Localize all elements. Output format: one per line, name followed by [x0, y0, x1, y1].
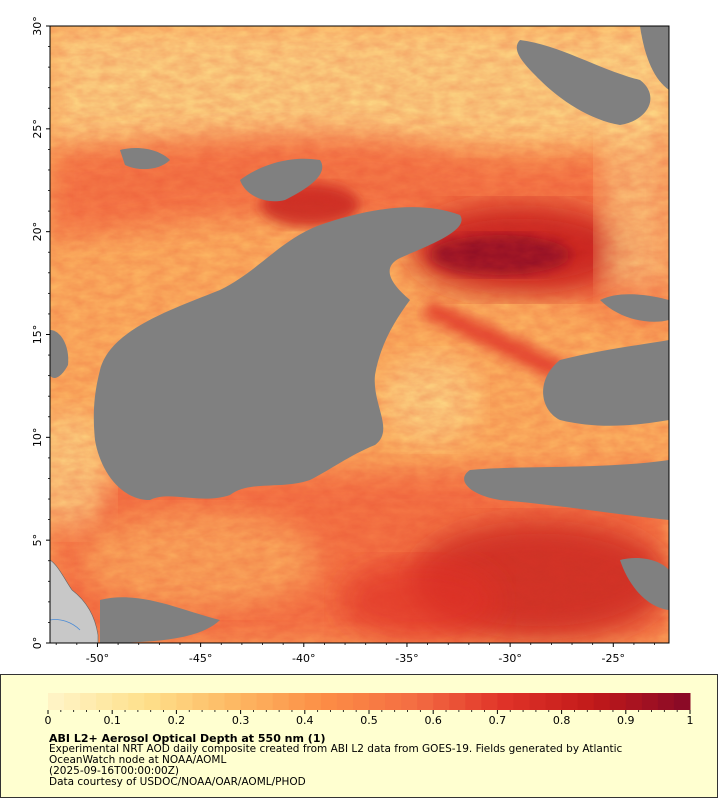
colorbar-tick-label: 0.5: [360, 714, 378, 727]
colorbar-cell: [352, 693, 370, 710]
colorbar-cell: [369, 693, 386, 710]
lat-tick-label: 15°: [31, 325, 44, 345]
colorbar-ticks: 0 0.1 0.2 0.3 0.4 0.5 0.6 0.7 0.8 0.9 1: [45, 710, 694, 727]
legend-panel: 0 0.1 0.2 0.3 0.4 0.5 0.6 0.7 0.8 0.9 1 ABI L2+ Ae…: [0, 674, 718, 798]
caption-line-1: Experimental NRT AOD daily composite cre…: [49, 743, 623, 755]
land-mass: [50, 559, 99, 643]
caption-credit: Data courtesy of USDOC/NOAA/OAR/AOML/PHO…: [49, 776, 306, 788]
lat-tick-label: 0°: [31, 637, 44, 650]
colorbar-tick-label: 0.9: [617, 714, 635, 727]
colorbar-cell: [545, 693, 563, 710]
colorbar-cell: [625, 693, 643, 710]
lon-tick-label: -45°: [189, 652, 212, 665]
colorbar-cell: [160, 693, 177, 710]
colorbar-cell: [256, 693, 274, 710]
map-canvas: 0° 5° 10° 15° 20° 25° 30° -50° -45° -40° -35° -30°…: [31, 16, 670, 665]
colorbar-cell: [577, 693, 595, 710]
colorbar-cell: [112, 693, 129, 710]
colorbar-tick-label: 0.2: [168, 714, 186, 727]
lat-tick-label: 30°: [31, 16, 44, 36]
no-data-region: [93, 207, 462, 500]
colorbar-cell: [80, 693, 97, 710]
aod-field: [50, 26, 669, 643]
colorbar-cell: [641, 693, 659, 710]
colorbar-cell: [481, 693, 498, 710]
lat-tick-label: 10°: [31, 428, 44, 448]
longitude-axis: -50° -45° -40° -35° -30° -25°: [55, 643, 655, 665]
lon-tick-label: -50°: [86, 652, 109, 665]
lon-tick-label: -25°: [602, 652, 625, 665]
colorbar-cell: [465, 693, 482, 710]
colorbar-cell: [449, 693, 466, 710]
colorbar-tick-label: 0.1: [103, 714, 121, 727]
latitude-axis: 0° 5° 10° 15° 20° 25° 30°: [31, 16, 50, 649]
colorbar-cell: [529, 693, 547, 710]
colorbar-cell: [433, 693, 450, 710]
aod-map: 0° 5° 10° 15° 20° 25° 30° -50° -45° -40° -35° -30°…: [31, 16, 670, 665]
colorbar-tick-label: 1: [687, 714, 694, 727]
lon-tick-label: -35°: [395, 652, 418, 665]
lat-tick-label: 20°: [31, 222, 44, 242]
colorbar-tick-label: 0: [45, 714, 52, 727]
colorbar-cell: [272, 693, 290, 710]
colorbar-cell: [497, 693, 514, 710]
colorbar-cell: [208, 693, 226, 710]
colorbar-cell: [128, 693, 145, 710]
colorbar-cell: [401, 693, 418, 710]
colorbar: 0 0.1 0.2 0.3 0.4 0.5 0.6 0.7 0.8 0.9 1: [45, 693, 694, 727]
colorbar-cell: [224, 693, 242, 710]
colorbar-cell: [96, 693, 113, 710]
colorbar-cell: [593, 693, 611, 710]
colorbar-cell: [513, 693, 530, 710]
colorbar-tick-label: 0.7: [489, 714, 507, 727]
colorbar-tick-label: 0.4: [296, 714, 314, 727]
colorbar-cell: [288, 693, 306, 710]
colorbar-cell: [48, 693, 65, 710]
colorbar-tick-label: 0.8: [553, 714, 571, 727]
lat-tick-label: 5°: [31, 534, 44, 547]
colorbar-cell: [176, 693, 193, 710]
colorbar-cell: [64, 693, 81, 710]
caption-line-2: OceanWatch node at NOAA/AOML: [49, 754, 227, 766]
colorbar-cell: [304, 693, 322, 710]
colorbar-cell: [320, 693, 338, 710]
colorbar-cell: [609, 693, 627, 710]
colorbar-cell: [336, 693, 354, 710]
lon-tick-label: -30°: [498, 652, 521, 665]
caption-timestamp: (2025-09-16T00:00:00Z): [49, 765, 179, 777]
lat-tick-label: 25°: [31, 119, 44, 139]
colorbar-cell: [657, 693, 675, 710]
colorbar-cell: [417, 693, 434, 710]
colorbar-cell: [561, 693, 579, 710]
colorbar-cell: [385, 693, 402, 710]
colorbar-cells: [48, 693, 691, 710]
colorbar-cell: [192, 693, 209, 710]
legend-title: ABI L2+ Aerosol Optical Depth at 550 nm …: [49, 732, 326, 745]
colorbar-tick-label: 0.6: [424, 714, 442, 727]
colorbar-tick-label: 0.3: [232, 714, 250, 727]
colorbar-cell: [144, 693, 161, 710]
colorbar-cell: [673, 693, 691, 710]
colorbar-cell: [240, 693, 258, 710]
lon-tick-label: -40°: [292, 652, 315, 665]
